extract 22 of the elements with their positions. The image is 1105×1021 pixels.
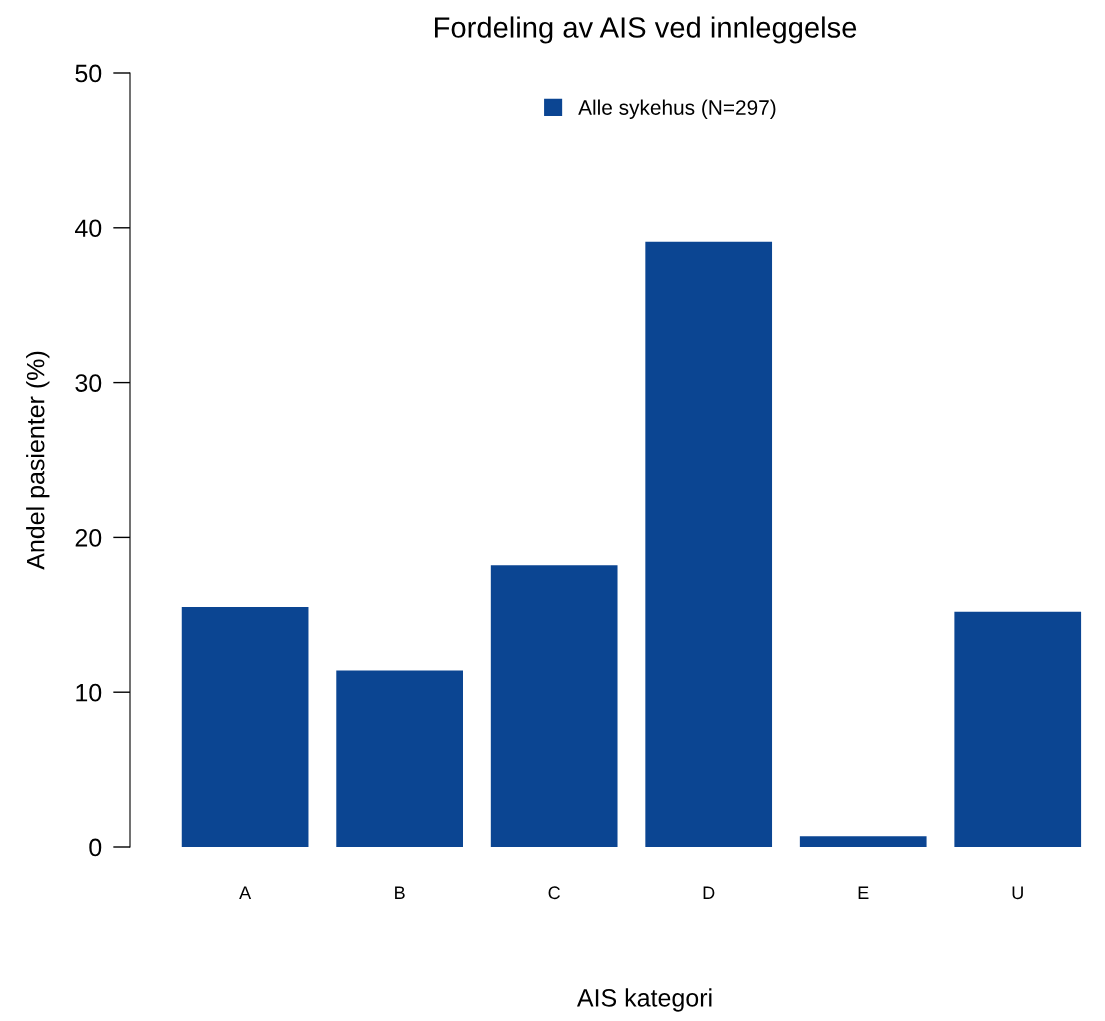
x-tick-label: B bbox=[395, 886, 405, 899]
bar bbox=[336, 670, 463, 847]
bar bbox=[181, 607, 309, 847]
y-axis-title: Andel pasienter (%) bbox=[26, 351, 50, 570]
bar bbox=[954, 611, 1082, 847]
y-tick-label: 10 bbox=[76, 683, 102, 702]
x-axis-title: AIS kategori bbox=[576, 988, 712, 1012]
y-tick-label: 40 bbox=[74, 219, 102, 238]
bar bbox=[490, 565, 618, 847]
y-tick-label: 50 bbox=[75, 64, 102, 83]
x-tick-label: U bbox=[1012, 886, 1023, 900]
y-tick-label: 20 bbox=[75, 529, 102, 547]
y-tick-label: 0 bbox=[89, 838, 102, 857]
x-tick-label: C bbox=[548, 886, 560, 900]
x-tick-label: A bbox=[239, 886, 252, 899]
bar bbox=[645, 241, 773, 847]
legend-label: Alle sykehus (N=297) bbox=[578, 99, 776, 120]
x-tick-label: E bbox=[858, 886, 869, 899]
chart-title: Fordeling av AIS ved innleggelse bbox=[435, 16, 857, 44]
bar bbox=[799, 836, 927, 847]
x-tick-label: D bbox=[703, 886, 715, 899]
y-tick-label: 30 bbox=[75, 374, 102, 392]
